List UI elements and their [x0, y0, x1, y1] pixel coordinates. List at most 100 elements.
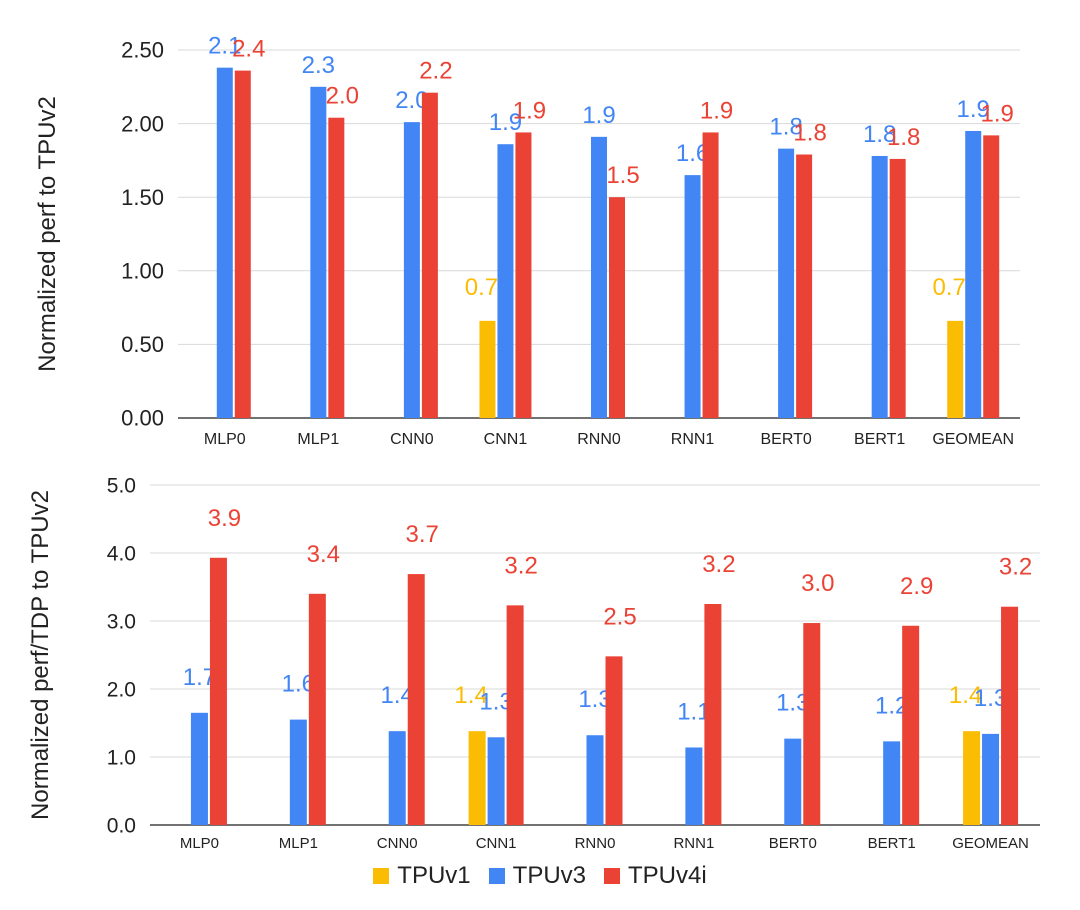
charts-canvas: 0.00 0.50 1.00 1.50 2.00 2.50 Normalized perf …	[27, 33, 1040, 852]
chart1-bar-tpuv4i-geomean	[983, 135, 1000, 418]
chart1-bar-tpuv1-cnn1	[479, 320, 496, 418]
chart2-bar-tpuv3-cnn1	[487, 737, 505, 825]
chart2-bar-tpuv3-mlp1	[289, 719, 307, 825]
chart2-data-label-tpuv4i-geomean: 3.2	[999, 554, 1032, 581]
chart2-bar-tpuv1-geomean	[963, 731, 981, 825]
chart1-x-tick-label: GEOMEAN	[932, 431, 1014, 448]
legend-swatch-tpuv3	[488, 868, 505, 884]
chart2-bar-tpuv3-rnn1	[685, 747, 703, 825]
chart2-x-tick-label: GEOMEAN	[952, 835, 1029, 852]
chart1-bar-tpuv4i-bert1	[889, 158, 906, 419]
chart2-data-label-tpuv4i-rnn0: 2.5	[603, 603, 636, 630]
legend-label-tpuv4i: TPUv4i	[628, 862, 707, 889]
chart1-data-label-tpuv3-bert0: 1.8	[769, 114, 802, 141]
legend-swatch-tpuv1	[373, 868, 390, 884]
chart1-x-tick-label: BERT1	[854, 431, 905, 448]
chart1-x-tick-label: MLP0	[204, 431, 246, 448]
chart1-data-label-tpuv3-geomean: 1.9	[957, 96, 990, 123]
chart2-y-tick-label: 1.0	[107, 746, 136, 769]
chart1-data-label-tpuv1-cnn1: 0.7	[465, 274, 498, 301]
chart1-y-tick-label: 2.00	[121, 111, 164, 136]
legend-item-tpuv1: TPUv1	[373, 862, 471, 890]
chart2-x-tick-label: MLP0	[180, 835, 219, 852]
chart1-x-tick-label: CNN0	[390, 431, 434, 448]
chart1-x-tick-label: MLP1	[297, 431, 339, 448]
legend-item-tpuv3: TPUv3	[488, 862, 586, 890]
chart2-bar-tpuv3-cnn0	[388, 731, 406, 825]
chart1-bar-tpuv3-cnn0	[403, 122, 420, 419]
chart1-bar-tpuv3-rnn1	[684, 175, 701, 418]
chart1-data-label-tpuv4i-geomean: 1.9	[981, 100, 1014, 127]
chart1-data-label-tpuv3-mlp1: 2.3	[302, 52, 335, 79]
chart2-bar-tpuv4i-mlp0	[209, 557, 227, 825]
chart2-bar-tpuv3-rnn0	[586, 735, 604, 825]
chart2-bar-tpuv4i-mlp1	[308, 593, 326, 825]
chart1-x-tick-label: BERT0	[760, 431, 811, 448]
chart2-bar-tpuv4i-rnn1	[704, 604, 722, 825]
chart1-y-tick-label: 0.00	[121, 406, 164, 431]
chart2-bar-tpuv3-mlp0	[190, 712, 208, 825]
chart1-data-label-tpuv3-rnn0: 1.9	[582, 102, 615, 129]
chart1-x-tick-label: CNN1	[484, 431, 528, 448]
chart1-data-label-tpuv4i-cnn0: 2.2	[419, 58, 452, 85]
chart2-y-tick-label: 3.0	[107, 610, 136, 633]
chart1-data-label-tpuv4i-rnn1: 1.9	[700, 97, 733, 124]
legend: TPUv1 TPUv3 TPUv4i	[0, 862, 1080, 890]
chart1-data-label-tpuv4i-mlp0: 2.4	[232, 36, 265, 63]
chart2-bar-tpuv4i-bert1	[902, 625, 920, 825]
chart2-bar-tpuv3-bert1	[883, 741, 901, 825]
chart1-bar-tpuv3-rnn0	[591, 136, 607, 418]
chart1-bar-tpuv4i-rnn1	[702, 132, 719, 418]
chart2-bar-tpuv4i-rnn0	[605, 656, 623, 825]
chart2-data-label-tpuv4i-cnn0: 3.7	[406, 521, 439, 548]
chart1-y-tick-label: 2.50	[121, 38, 164, 63]
chart2-x-tick-label: RNN1	[673, 835, 714, 852]
chart1-bar-tpuv3-mlp0	[216, 67, 233, 418]
chart2-x-tick-label: MLP1	[279, 835, 318, 852]
chart2-data-label-tpuv4i-cnn1: 3.2	[504, 552, 537, 579]
chart2-bar-tpuv3-geomean	[982, 733, 1000, 825]
chart1-bar-tpuv4i-mlp1	[328, 117, 345, 418]
chart1-y-tick-label: 1.50	[121, 185, 164, 210]
chart2-bar-tpuv3-bert0	[784, 738, 802, 825]
chart1-data-label-tpuv4i-bert0: 1.8	[793, 120, 826, 147]
chart1-data-label-tpuv1-geomean: 0.7	[933, 274, 966, 301]
chart2-data-label-tpuv4i-mlp1: 3.4	[307, 541, 340, 568]
chart2-data-label-tpuv4i-rnn1: 3.2	[702, 551, 735, 578]
chart2-x-tick-label: BERT0	[769, 835, 817, 852]
chart1-data-label-tpuv3-mlp0: 2.1	[208, 33, 241, 60]
chart2-data-label-tpuv4i-bert1: 2.9	[900, 573, 933, 600]
legend-label-tpuv1: TPUv1	[397, 862, 471, 889]
chart2-bar-tpuv4i-cnn0	[407, 574, 425, 825]
chart1-bar-tpuv1-geomean	[947, 320, 964, 418]
chart1-y-tick-label: 1.00	[121, 259, 164, 284]
chart1-data-label-tpuv4i-bert1: 1.8	[887, 124, 920, 151]
chart2-data-label-tpuv1-cnn1: 1.4	[454, 682, 487, 709]
chart1-data-label-tpuv3-bert1: 1.8	[863, 121, 896, 148]
chart1-data-label-tpuv4i-cnn1: 1.9	[513, 97, 546, 124]
chart1-y-axis-label: Normalized perf to TPUv2	[34, 96, 61, 372]
chart1-data-label-tpuv4i-mlp1: 2.0	[326, 83, 359, 110]
chart2-y-tick-label: 0.0	[107, 814, 136, 837]
chart2-bar-tpuv4i-bert0	[803, 623, 821, 825]
chart2-x-tick-label: RNN0	[575, 835, 616, 852]
chart1-bar-tpuv4i-mlp0	[234, 70, 251, 418]
chart2-bar-tpuv4i-cnn1	[506, 605, 524, 825]
chart2-x-tick-label: BERT1	[868, 835, 916, 852]
chart2-data-label-tpuv4i-bert0: 3.0	[801, 570, 834, 597]
legend-swatch-tpuv4i	[604, 868, 621, 884]
chart2-x-tick-label: CNN0	[377, 835, 418, 852]
chart2-bar-tpuv4i-geomean	[1001, 606, 1019, 825]
chart1-x-tick-label: RNN1	[671, 431, 715, 448]
chart1-data-label-tpuv3-cnn1: 1.9	[489, 109, 522, 136]
chart2-data-label-tpuv1-geomean: 1.4	[949, 682, 982, 709]
chart1-bar-tpuv3-bert0	[778, 148, 795, 418]
chart1-bar-tpuv4i-rnn0	[609, 197, 625, 418]
chart2-y-axis-label: Normalized perf/TDP to TPUv2	[27, 490, 54, 820]
chart1-bar-tpuv3-mlp1	[310, 86, 327, 419]
chart2-x-tick-label: CNN1	[476, 835, 517, 852]
chart1-bar-tpuv3-geomean	[965, 130, 982, 418]
chart2-y-tick-label: 2.0	[107, 678, 136, 701]
chart1-bar-tpuv4i-cnn0	[421, 92, 438, 419]
